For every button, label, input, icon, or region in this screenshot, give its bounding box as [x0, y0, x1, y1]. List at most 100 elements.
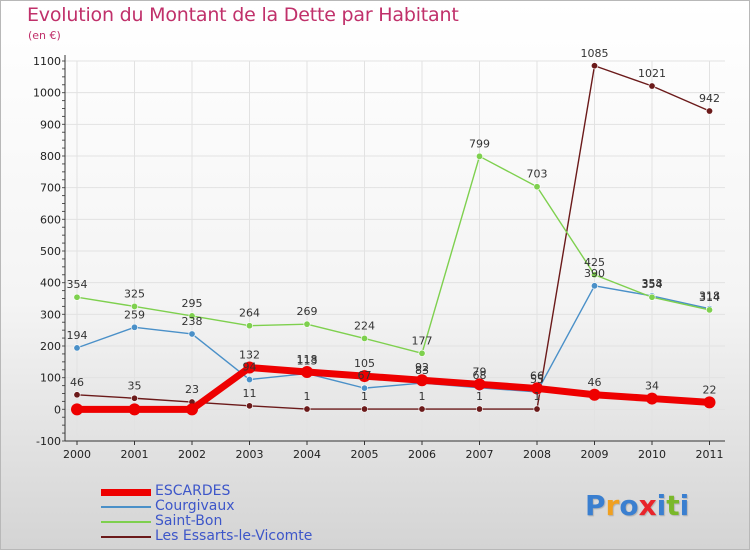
- data-label: 425: [584, 256, 605, 269]
- data-point: [301, 365, 313, 378]
- series-line-escardes: [73, 364, 713, 413]
- data-label: 35: [128, 379, 142, 392]
- x-tick-label: 2006: [408, 448, 436, 461]
- data-point: [358, 370, 371, 383]
- data-label: 325: [124, 287, 145, 300]
- data-label: 358: [642, 277, 663, 290]
- data-point: [648, 82, 656, 90]
- legend-swatch-les-essarts: [101, 536, 151, 538]
- data-point: [131, 323, 139, 331]
- data-point: [475, 405, 483, 413]
- logo-letter: o: [619, 489, 639, 522]
- data-point: [416, 374, 428, 387]
- chart-title: Evolution du Montant de la Dette par Hab…: [27, 4, 459, 26]
- data-label: 194: [67, 329, 88, 342]
- data-point: [131, 394, 139, 402]
- data-point: [73, 344, 81, 352]
- data-point: [533, 405, 541, 413]
- data-label: 264: [239, 307, 260, 320]
- y-tick-label: 600: [40, 213, 61, 226]
- x-tick-label: 2000: [63, 448, 91, 461]
- data-label: 1021: [638, 67, 666, 80]
- data-point: [131, 302, 139, 310]
- data-label: 1: [476, 390, 483, 403]
- x-tick-label: 2004: [293, 448, 321, 461]
- data-point: [648, 293, 656, 301]
- legend-swatch-saint-bon: [101, 521, 151, 523]
- data-label: 22: [703, 383, 717, 396]
- series-line-les-essarts-le-vicomte: [76, 65, 711, 410]
- data-label: 259: [124, 308, 145, 321]
- x-tick-label: 2011: [696, 448, 724, 461]
- data-point: [188, 312, 196, 320]
- series-line-courgivaux: [76, 285, 711, 393]
- data-label: 132: [239, 349, 260, 362]
- x-tick-label: 2010: [638, 448, 666, 461]
- y-tick-label: 800: [40, 150, 61, 163]
- data-point: [186, 403, 198, 416]
- data-label: 55: [530, 373, 544, 386]
- data-label: 1: [534, 390, 541, 403]
- data-label: 1: [361, 390, 368, 403]
- legend-label-saint-bon: Saint-Bon: [155, 513, 223, 529]
- data-point: [243, 361, 256, 374]
- data-label: 23: [185, 383, 199, 396]
- data-point: [71, 403, 83, 416]
- data-label: 68: [473, 369, 487, 382]
- data-point: [646, 392, 658, 405]
- proxiti-logo: Proxiti: [585, 489, 689, 522]
- logo-letter: x: [638, 489, 657, 522]
- data-label: 354: [67, 278, 88, 291]
- x-tick-label: 2008: [523, 448, 551, 461]
- y-tick-label: 500: [40, 245, 61, 258]
- data-point: [246, 376, 254, 384]
- legend-swatch-courgivaux: [101, 506, 151, 508]
- data-point: [188, 330, 196, 338]
- data-label: 354: [642, 278, 663, 291]
- data-point: [703, 396, 716, 409]
- data-point: [588, 388, 601, 401]
- y-tick-label: 200: [40, 340, 61, 353]
- data-point: [128, 403, 141, 416]
- data-label: 34: [645, 380, 659, 393]
- data-point: [590, 62, 598, 70]
- data-point: [418, 405, 426, 413]
- data-point: [418, 349, 426, 357]
- data-point: [73, 391, 81, 399]
- x-tick-label: 2007: [466, 448, 494, 461]
- data-label: 314: [699, 291, 720, 304]
- y-tick-label: 1100: [33, 55, 61, 68]
- legend-label-courgivaux: Courgivaux: [155, 498, 235, 514]
- x-tick-label: 2009: [581, 448, 609, 461]
- data-label: 390: [584, 267, 605, 280]
- y-tick-label: 300: [40, 308, 61, 321]
- series-line-saint-bon: [76, 155, 711, 354]
- data-label: 1: [419, 390, 426, 403]
- legend-label-escardes: ESCARDES: [155, 483, 231, 499]
- data-label: 1: [304, 390, 311, 403]
- legend-label-les-essarts: Les Essarts-le-Vicomte: [155, 528, 313, 544]
- logo-letter: i: [679, 489, 690, 522]
- data-label: 46: [70, 376, 84, 389]
- data-label: 11: [243, 387, 257, 400]
- data-point: [473, 378, 486, 391]
- x-tick-label: 2005: [351, 448, 379, 461]
- data-label: 1085: [581, 47, 609, 60]
- y-tick-label: -100: [36, 435, 61, 448]
- data-label: 79: [473, 365, 487, 378]
- data-point: [360, 405, 368, 413]
- data-label: 177: [412, 334, 433, 347]
- data-label: 105: [354, 357, 375, 370]
- logo-letter: i: [656, 489, 667, 522]
- data-label: 942: [699, 92, 720, 105]
- data-label: 46: [588, 376, 602, 389]
- data-point: [531, 382, 543, 395]
- data-label: 94: [243, 361, 257, 374]
- data-label: 113: [297, 355, 318, 368]
- data-label: 83: [415, 364, 429, 377]
- y-tick-label: 100: [40, 372, 61, 385]
- x-tick-label: 2003: [236, 448, 264, 461]
- logo-letter: r: [605, 489, 620, 522]
